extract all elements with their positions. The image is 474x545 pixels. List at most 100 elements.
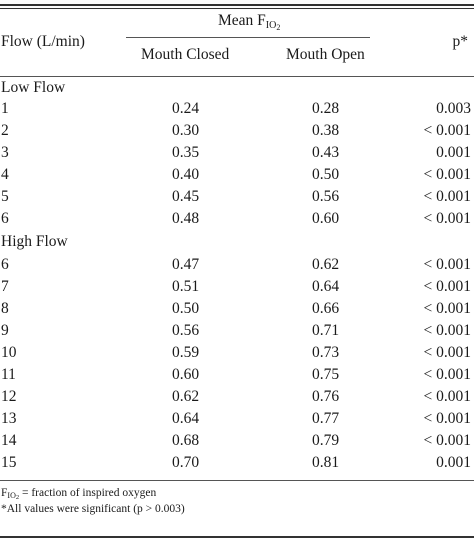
table-row: 7 0.51 0.64 < 0.001	[0, 278, 474, 300]
cell-p: < 0.001	[423, 388, 472, 405]
cell-mouth-closed: 0.24	[172, 100, 200, 117]
cell-mouth-open: 0.81	[312, 454, 340, 471]
cell-mouth-open: 0.77	[312, 410, 340, 427]
cell-p: 0.003	[436, 100, 471, 117]
cell-flow: 5	[1, 188, 9, 205]
cell-mouth-open: 0.60	[312, 210, 340, 227]
cell-mouth-closed: 0.50	[172, 300, 200, 317]
footnote-fio2-text: = fraction of inspired oxygen	[19, 487, 157, 499]
cell-mouth-closed: 0.45	[172, 188, 200, 205]
cell-mouth-open: 0.64	[312, 278, 340, 295]
cell-mouth-open: 0.75	[312, 366, 340, 383]
header-mean-prefix: Mean F	[218, 12, 266, 29]
table-row: 6 0.47 0.62 < 0.001	[0, 256, 474, 278]
cell-mouth-open: 0.43	[312, 144, 340, 161]
cell-flow: 7	[1, 278, 9, 295]
cell-flow: 15	[1, 454, 17, 471]
cell-mouth-open: 0.66	[312, 300, 340, 317]
table-row: 1 0.24 0.28 0.003	[0, 100, 474, 122]
table-row: 10 0.59 0.73 < 0.001	[0, 344, 474, 366]
header-flow: Flow (L/min)	[1, 33, 85, 50]
cell-flow: 13	[1, 410, 17, 427]
cell-p: < 0.001	[423, 410, 472, 427]
cell-p: < 0.001	[423, 256, 472, 273]
cell-mouth-open: 0.62	[312, 256, 340, 273]
cell-mouth-closed: 0.60	[172, 366, 200, 383]
table-row: 5 0.45 0.56 < 0.001	[0, 188, 474, 210]
cell-mouth-open: 0.50	[312, 166, 340, 183]
cell-p: < 0.001	[423, 188, 472, 205]
table-row: 8 0.50 0.66 < 0.001	[0, 300, 474, 322]
cell-flow: 10	[1, 344, 17, 361]
cell-mouth-closed: 0.68	[172, 432, 200, 449]
header-bottom-rule	[0, 76, 474, 77]
cell-flow: 6	[1, 210, 9, 227]
cell-mouth-open: 0.28	[312, 100, 340, 117]
cell-p: < 0.001	[423, 166, 472, 183]
cell-mouth-open: 0.79	[312, 432, 340, 449]
cell-mouth-open: 0.76	[312, 388, 340, 405]
cell-mouth-closed: 0.51	[172, 278, 200, 295]
table-row: 11 0.60 0.75 < 0.001	[0, 366, 474, 388]
table-top-rule	[0, 4, 474, 6]
header-mouth-closed: Mouth Closed	[141, 46, 230, 63]
cell-flow: 8	[1, 300, 9, 317]
cell-p: 0.001	[436, 144, 471, 161]
header-mouth-open: Mouth Open	[286, 46, 365, 63]
cell-flow: 3	[1, 144, 9, 161]
cell-flow: 14	[1, 432, 17, 449]
footnote-rule	[0, 480, 474, 481]
cell-p: < 0.001	[423, 300, 472, 317]
cell-mouth-closed: 0.62	[172, 388, 200, 405]
cell-mouth-closed: 0.70	[172, 454, 200, 471]
table-row: 2 0.30 0.38 < 0.001	[0, 122, 474, 144]
cell-mouth-closed: 0.35	[172, 144, 200, 161]
cell-flow: 1	[1, 100, 9, 117]
header-mean-sub: IO	[265, 20, 277, 31]
table-top-rule-thin	[0, 8, 474, 9]
table-bottom-rule	[0, 536, 474, 538]
table-row: 13 0.64 0.77 < 0.001	[0, 410, 474, 432]
cell-mouth-open: 0.38	[312, 122, 340, 139]
cell-mouth-open: 0.71	[312, 322, 340, 339]
cell-p: < 0.001	[423, 278, 472, 295]
cell-mouth-closed: 0.47	[172, 256, 200, 273]
cell-mouth-closed: 0.48	[172, 210, 200, 227]
cell-p: < 0.001	[423, 344, 472, 361]
table-row: 6 0.48 0.60 < 0.001	[0, 210, 474, 232]
table-row: 14 0.68 0.79 < 0.001	[0, 432, 474, 454]
header-mean-fio2: Mean FIO2	[218, 12, 280, 32]
header-mean-subsub: 2	[276, 23, 281, 32]
footnote-fio2-prefix: F	[1, 487, 8, 499]
cell-mouth-closed: 0.40	[172, 166, 200, 183]
footnote-fio2-subsub: 2	[15, 494, 20, 501]
cell-p: < 0.001	[423, 366, 472, 383]
cell-p: < 0.001	[423, 210, 472, 227]
cell-flow: 12	[1, 388, 17, 405]
section-low-flow: Low Flow	[1, 79, 66, 96]
cell-p: < 0.001	[423, 432, 472, 449]
section-high-flow: High Flow	[1, 233, 68, 250]
footnote-significance: *All values were significant (p > 0.003)	[1, 503, 185, 515]
cell-p: 0.001	[436, 454, 471, 471]
table-row: 4 0.40 0.50 < 0.001	[0, 166, 474, 188]
cell-p: < 0.001	[423, 322, 472, 339]
header-p: p*	[452, 33, 469, 50]
cell-flow: 4	[1, 166, 9, 183]
cell-mouth-closed: 0.64	[172, 410, 200, 427]
footnote-fio2-sub: IO	[7, 491, 16, 500]
footnote-fio2: FIO2 = fraction of inspired oxygen	[1, 487, 156, 501]
table-row: 15 0.70 0.81 0.001	[0, 454, 474, 476]
cell-flow: 11	[1, 366, 16, 383]
header-span-rule	[126, 37, 370, 38]
cell-flow: 6	[1, 256, 9, 273]
cell-flow: 2	[1, 122, 9, 139]
cell-mouth-open: 0.73	[312, 344, 340, 361]
cell-mouth-open: 0.56	[312, 188, 340, 205]
cell-mouth-closed: 0.59	[172, 344, 200, 361]
cell-mouth-closed: 0.56	[172, 322, 200, 339]
cell-p: < 0.001	[423, 122, 472, 139]
table-row: 3 0.35 0.43 0.001	[0, 144, 474, 166]
table-row: 9 0.56 0.71 < 0.001	[0, 322, 474, 344]
table-row: 12 0.62 0.76 < 0.001	[0, 388, 474, 410]
